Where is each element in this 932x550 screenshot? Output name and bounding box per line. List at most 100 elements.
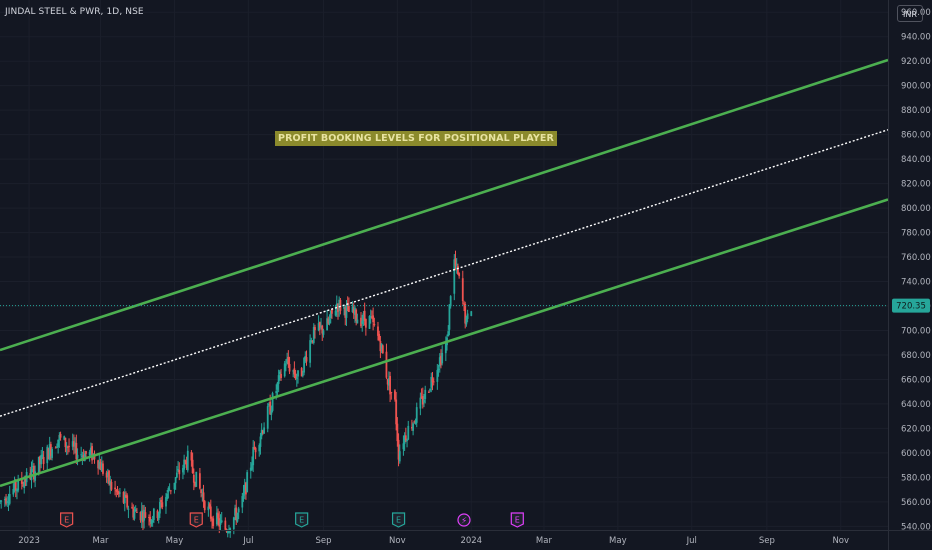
time-tick-label: Sep bbox=[759, 536, 775, 546]
earnings-event-marker[interactable]: E bbox=[189, 512, 203, 528]
price-axis[interactable]: 540.00 560.00 580.00 600.00 620.00 640.00 660.… bbox=[888, 0, 931, 550]
candle-body bbox=[311, 340, 314, 342]
candle-body bbox=[295, 377, 298, 379]
earnings-event-marker[interactable]: E bbox=[391, 512, 406, 528]
split-event-marker[interactable]: ⚡ bbox=[457, 513, 471, 527]
earnings-event-marker[interactable]: E bbox=[295, 512, 309, 528]
candle-body bbox=[327, 318, 330, 324]
time-tick-label: 2024 bbox=[460, 536, 482, 546]
candle-body bbox=[7, 501, 10, 503]
candle-body bbox=[117, 491, 120, 495]
price-tick-label: 860.00 bbox=[901, 131, 931, 141]
candle-body bbox=[85, 451, 87, 454]
candle-body bbox=[326, 318, 328, 331]
candle-body bbox=[49, 444, 52, 456]
candle-body bbox=[413, 421, 416, 423]
candle-body bbox=[348, 305, 350, 312]
candle-body bbox=[173, 482, 176, 490]
candle-body bbox=[75, 442, 78, 460]
time-axis[interactable]: 2023 Mar May Jul Sep Nov 2024 Mar May Jul Sep Nov bbox=[0, 530, 932, 547]
candle-body bbox=[59, 433, 62, 438]
trend-lines[interactable] bbox=[0, 58, 889, 488]
candle-body bbox=[280, 373, 282, 379]
candle-body bbox=[168, 489, 171, 491]
candle-body bbox=[381, 345, 384, 354]
price-tick-label: 560.00 bbox=[901, 498, 931, 508]
earnings-event-marker[interactable]: E bbox=[510, 512, 524, 528]
earnings-event-marker[interactable]: E bbox=[60, 512, 74, 528]
candle-body bbox=[310, 340, 313, 342]
candle-body bbox=[149, 516, 152, 522]
candle-body bbox=[211, 519, 213, 521]
candle-body bbox=[345, 304, 348, 318]
candle-body bbox=[412, 423, 415, 431]
candle-body bbox=[458, 273, 461, 277]
candle-body bbox=[403, 435, 406, 444]
candle-body bbox=[23, 481, 26, 489]
candle-body bbox=[191, 459, 194, 474]
candle-body bbox=[286, 358, 289, 364]
earnings-marker-shape bbox=[391, 512, 406, 528]
candle-body bbox=[301, 374, 304, 376]
candle-body bbox=[74, 442, 77, 447]
candle-body bbox=[109, 480, 112, 486]
candle-body bbox=[207, 506, 210, 511]
candle-body bbox=[432, 381, 435, 383]
candle-body bbox=[46, 446, 49, 464]
candle-body bbox=[125, 495, 127, 498]
event-markers[interactable]: E E E E ⚡ E bbox=[60, 512, 524, 528]
time-tick-label: Mar bbox=[536, 536, 553, 546]
candle-body bbox=[198, 473, 201, 489]
time-tick-label: Nov bbox=[389, 536, 406, 546]
candle-body bbox=[185, 461, 188, 468]
candle-body bbox=[322, 330, 325, 335]
time-tick-label: 2023 bbox=[18, 536, 40, 546]
earnings-marker-label: E bbox=[299, 516, 304, 525]
candle-body bbox=[372, 315, 375, 323]
split-marker-ring bbox=[457, 513, 471, 527]
candle-body bbox=[424, 389, 427, 400]
candle-body bbox=[71, 441, 74, 447]
annotation-label[interactable]: PROFIT BOOKING LEVELS FOR POSITIONAL PLA… bbox=[275, 131, 557, 146]
candle-body bbox=[463, 303, 465, 305]
candle-body bbox=[88, 451, 91, 456]
candle-body bbox=[389, 376, 391, 395]
candle-body bbox=[395, 399, 398, 425]
candle-body bbox=[371, 316, 373, 318]
candle-body bbox=[17, 478, 20, 491]
candle-body bbox=[253, 447, 256, 450]
candle-body bbox=[246, 472, 249, 493]
candle-body bbox=[116, 488, 119, 493]
candle-body bbox=[380, 343, 383, 350]
candle-body bbox=[200, 489, 203, 494]
candle-body bbox=[47, 448, 50, 460]
currency-button[interactable]: INR bbox=[897, 5, 923, 22]
candle-body bbox=[42, 456, 45, 464]
candle-body bbox=[228, 530, 230, 533]
candle-body bbox=[334, 310, 337, 316]
price-tick-label: 620.00 bbox=[901, 424, 931, 434]
candle-body bbox=[252, 446, 255, 466]
candle-body bbox=[159, 501, 161, 514]
earnings-marker-shape bbox=[60, 512, 74, 528]
symbol-title: JINDAL STEEL & PWR, 1D, NSE bbox=[5, 7, 144, 17]
candle-body bbox=[270, 410, 273, 415]
earnings-marker-shape bbox=[510, 512, 524, 528]
candle-body bbox=[151, 520, 154, 523]
candle-body bbox=[461, 278, 464, 302]
candle-body bbox=[234, 508, 236, 516]
price-tick-label: 780.00 bbox=[901, 229, 931, 239]
candle-body bbox=[410, 427, 413, 429]
candle-body bbox=[271, 393, 274, 411]
candle-body bbox=[123, 494, 126, 504]
candle-body bbox=[390, 392, 393, 394]
candle-body bbox=[237, 508, 240, 513]
candle-body bbox=[329, 310, 332, 319]
candle-body bbox=[440, 355, 442, 365]
candle-body bbox=[242, 492, 245, 496]
time-tick-label: Jul bbox=[242, 536, 253, 546]
candle-body bbox=[24, 479, 27, 482]
candle-body bbox=[184, 460, 187, 462]
candle-body bbox=[305, 357, 308, 362]
